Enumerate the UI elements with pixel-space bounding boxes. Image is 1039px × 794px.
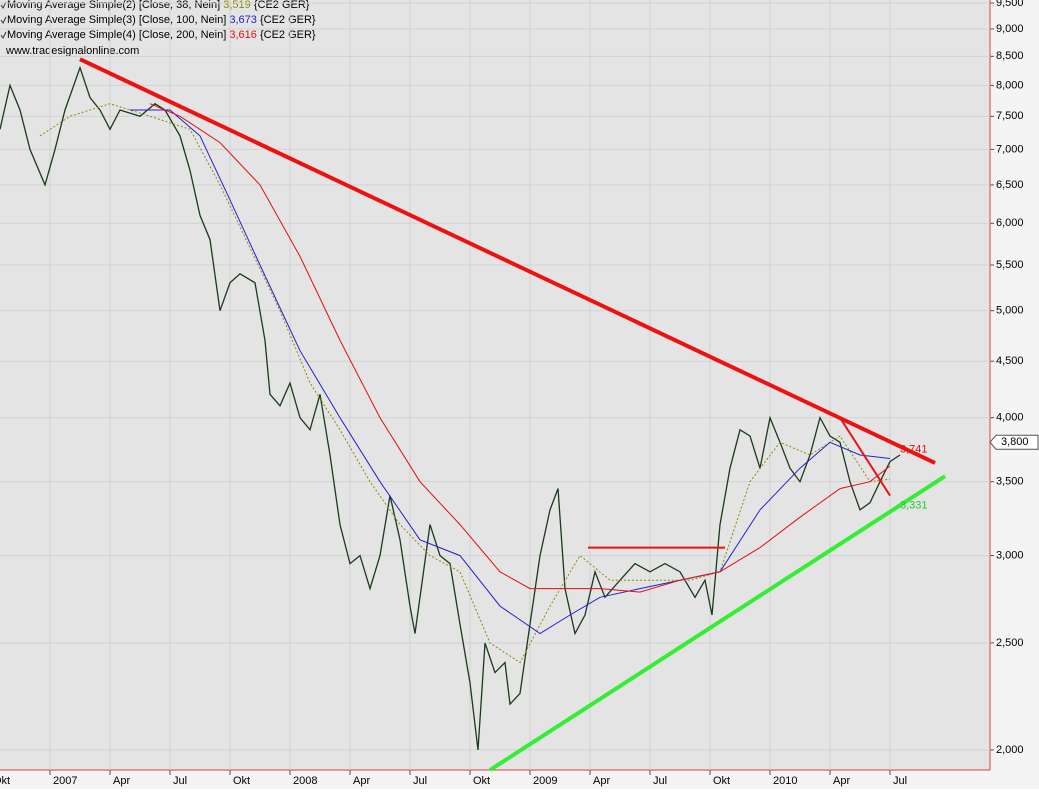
- source-text: www.tradesignalonline.com: [5, 45, 139, 57]
- legend-suffix: {CE2 GER}: [260, 29, 316, 41]
- x-tick-label: Jul: [413, 775, 427, 787]
- x-tick-label: Apr: [833, 775, 850, 787]
- annotation-label: 3,331: [900, 499, 928, 511]
- moving-average-line: [130, 109, 891, 635]
- y-tick-label: 6,000: [996, 217, 1024, 229]
- y-tick-label: 9,500: [996, 0, 1024, 9]
- y-tick-label: 5,500: [996, 259, 1024, 271]
- y-tick-label: 6,500: [996, 179, 1024, 191]
- x-tick-label: 2009: [533, 775, 557, 787]
- legend-name: Moving Average Simple(2) [Close, 38, Nei…: [7, 0, 220, 11]
- legend-name: Moving Average Simple(3) [Close, 100, Ne…: [7, 14, 226, 26]
- y-tick-label: 8,500: [996, 50, 1024, 62]
- y-tick-label: 3,500: [996, 476, 1024, 488]
- y-tick-label: 2,000: [996, 744, 1024, 756]
- y-tick-label: 7,000: [996, 143, 1024, 155]
- legend-name: Moving Average Simple(4) [Close, 200, Ne…: [7, 29, 226, 41]
- x-tick-label: Okt: [233, 775, 250, 787]
- legend-check: [0, 31, 7, 39]
- annotation-label: 3,741: [900, 444, 928, 456]
- legend-entry: Moving Average Simple(3) [Close, 100, Ne…: [7, 14, 316, 26]
- y-tick-label: 9,000: [996, 23, 1024, 35]
- moving-average-line: [149, 103, 891, 593]
- trend-line: [839, 417, 891, 497]
- moving-average-line: [39, 103, 891, 664]
- legend-entry: Moving Average Simple(4) [Close, 200, Ne…: [7, 29, 316, 41]
- plot-background: [0, 0, 990, 770]
- y-tick-label: 5,000: [996, 305, 1024, 317]
- legend-value: 3,519: [223, 0, 251, 11]
- legend: Moving Average Simple(2) [Close, 38, Nei…: [0, 0, 316, 41]
- legend-suffix: {CE2 GER}: [254, 0, 310, 11]
- y-tick-label: 8,000: [996, 79, 1024, 91]
- trend-line: [79, 57, 936, 465]
- legend-check: [0, 16, 7, 24]
- y-tick-label: 7,500: [996, 110, 1024, 122]
- legend-suffix: {CE2 GER}: [260, 14, 316, 26]
- trend-line: [488, 474, 947, 772]
- x-tick-label: Apr: [593, 775, 610, 787]
- y-axis-background: [990, 0, 1039, 789]
- x-tick-label: 2008: [293, 775, 317, 787]
- x-tick-label: 2010: [773, 775, 797, 787]
- x-tick-label: Jul: [653, 775, 667, 787]
- y-tick-label: 3,000: [996, 549, 1024, 561]
- x-tick-label: Okt: [713, 775, 730, 787]
- x-tick-label: Apr: [353, 775, 370, 787]
- y-tick-label: 4,000: [996, 412, 1024, 424]
- x-tick-label: 2007: [53, 775, 77, 787]
- x-tick-label: Jul: [893, 775, 907, 787]
- last-price-marker: [989, 434, 1039, 450]
- x-tick-label: Okt: [473, 775, 490, 787]
- legend-entry: Moving Average Simple(2) [Close, 38, Nei…: [7, 0, 310, 11]
- legend-value: 3,616: [229, 29, 257, 41]
- legend-check: [0, 1, 7, 9]
- x-tick-label: Okt: [0, 775, 10, 787]
- x-tick-label: Jul: [173, 775, 187, 787]
- last-price-label: 3,800: [1001, 436, 1029, 448]
- x-tick-label: Apr: [113, 775, 130, 787]
- y-tick-label: 2,500: [996, 637, 1024, 649]
- x-axis-background: [0, 770, 990, 789]
- legend-value: 3,673: [229, 14, 257, 26]
- price-line: [0, 65, 901, 750]
- y-tick-label: 4,500: [996, 355, 1024, 367]
